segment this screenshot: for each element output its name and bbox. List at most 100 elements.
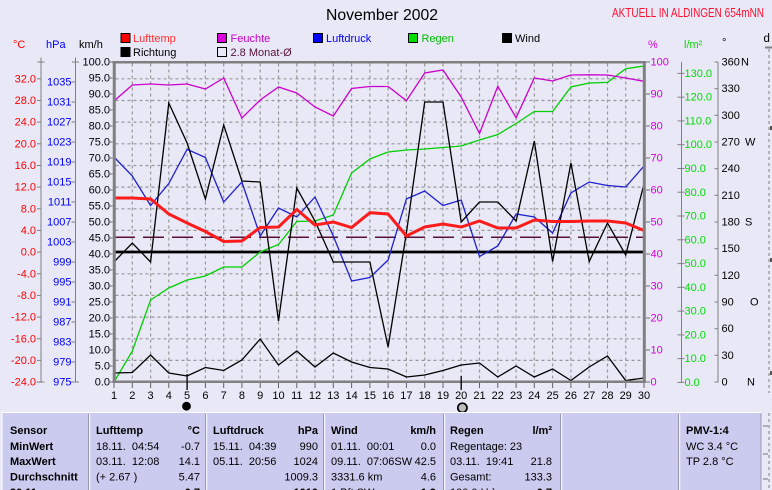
svg-text:1011: 1011 bbox=[48, 197, 72, 209]
svg-text:Durchschnitt: Durchschnitt bbox=[10, 471, 78, 483]
svg-text:30.11: 30.11 bbox=[10, 487, 37, 490]
svg-text:32.0: 32.0 bbox=[15, 73, 36, 85]
svg-text:(+ 2.67 ): (+ 2.67 ) bbox=[96, 471, 137, 483]
svg-text:Richtung: Richtung bbox=[133, 47, 176, 59]
svg-text:1003: 1003 bbox=[47, 237, 71, 249]
svg-text:-16.0: -16.0 bbox=[11, 333, 36, 345]
svg-text:50.0: 50.0 bbox=[685, 258, 706, 270]
svg-text:0.0: 0.0 bbox=[421, 441, 436, 453]
svg-text:180: 180 bbox=[722, 217, 740, 229]
svg-text:995: 995 bbox=[53, 277, 71, 289]
svg-text:Lufttemp: Lufttemp bbox=[96, 425, 143, 437]
svg-text:18: 18 bbox=[419, 390, 431, 402]
svg-text:10.0: 10.0 bbox=[89, 345, 110, 357]
svg-text:80.0: 80.0 bbox=[685, 187, 706, 199]
svg-text:2.8 Monat-Ø: 2.8 Monat-Ø bbox=[231, 47, 293, 59]
svg-text:21.8: 21.8 bbox=[531, 456, 552, 468]
svg-text:hPa: hPa bbox=[46, 39, 66, 51]
svg-text:-0.7: -0.7 bbox=[181, 487, 200, 490]
svg-text:11: 11 bbox=[291, 390, 302, 402]
svg-text:40.0: 40.0 bbox=[89, 249, 110, 261]
svg-text:Regen: Regen bbox=[450, 425, 484, 437]
svg-text:9: 9 bbox=[257, 390, 263, 402]
svg-text:Regentage: 23: Regentage: 23 bbox=[450, 441, 522, 453]
svg-text:l/m²: l/m² bbox=[684, 39, 703, 51]
svg-text:21: 21 bbox=[473, 390, 485, 402]
svg-text:360: 360 bbox=[722, 57, 740, 69]
svg-text:0.0: 0.0 bbox=[21, 247, 36, 259]
svg-text:4.0: 4.0 bbox=[21, 225, 36, 237]
svg-text:18.11. 04:54: 18.11. 04:54 bbox=[96, 441, 159, 453]
svg-text:999: 999 bbox=[53, 257, 71, 269]
svg-text:30: 30 bbox=[722, 350, 734, 362]
svg-text:75.0: 75.0 bbox=[89, 137, 110, 149]
svg-text:2: 2 bbox=[129, 390, 135, 402]
svg-text:42.5: 42.5 bbox=[415, 456, 436, 468]
svg-text:7: 7 bbox=[221, 390, 227, 402]
svg-text:20.0: 20.0 bbox=[15, 138, 36, 150]
svg-text:0.7: 0.7 bbox=[537, 487, 552, 490]
svg-text:09.11. 07:06SW: 09.11. 07:06SW bbox=[331, 456, 413, 468]
svg-text:1010: 1010 bbox=[294, 487, 318, 490]
svg-text:70.0: 70.0 bbox=[685, 211, 706, 223]
svg-text:24: 24 bbox=[528, 390, 540, 402]
svg-text:15.11. 04:39: 15.11. 04:39 bbox=[213, 441, 276, 453]
svg-text:km/h: km/h bbox=[79, 39, 103, 51]
svg-text:22: 22 bbox=[492, 390, 504, 402]
svg-text:W: W bbox=[745, 137, 756, 149]
svg-text:8: 8 bbox=[239, 390, 245, 402]
svg-text:1: 1 bbox=[111, 390, 117, 402]
svg-text:TP 2.8 °C: TP 2.8 °C bbox=[686, 456, 734, 468]
svg-text:12.0: 12.0 bbox=[15, 182, 36, 194]
svg-text:Luftdruck: Luftdruck bbox=[213, 425, 265, 437]
svg-text:30.0: 30.0 bbox=[685, 306, 706, 318]
svg-text:-8.0: -8.0 bbox=[17, 290, 36, 302]
svg-text:5: 5 bbox=[184, 390, 190, 402]
svg-text:100.0: 100.0 bbox=[685, 139, 713, 151]
svg-text:1035: 1035 bbox=[47, 77, 71, 89]
svg-text:60.0: 60.0 bbox=[685, 234, 706, 246]
svg-text:d: d bbox=[764, 33, 770, 45]
svg-text:60: 60 bbox=[651, 185, 663, 197]
svg-text:30: 30 bbox=[651, 281, 663, 293]
svg-text:120: 120 bbox=[722, 270, 740, 282]
svg-text:1019: 1019 bbox=[47, 157, 71, 169]
svg-text:50.0: 50.0 bbox=[89, 217, 110, 229]
svg-text:20.0: 20.0 bbox=[89, 313, 110, 325]
svg-text:15.0: 15.0 bbox=[89, 329, 110, 341]
svg-text:28: 28 bbox=[601, 390, 613, 402]
svg-text:N: N bbox=[741, 57, 749, 69]
svg-text:WC 3.4 °C: WC 3.4 °C bbox=[686, 441, 738, 453]
svg-text:120.0: 120.0 bbox=[685, 92, 713, 104]
svg-text:1031: 1031 bbox=[47, 97, 71, 109]
svg-text:975: 975 bbox=[53, 377, 71, 389]
svg-text:23: 23 bbox=[510, 390, 522, 402]
svg-text:40.0: 40.0 bbox=[685, 282, 706, 294]
svg-text:300: 300 bbox=[722, 110, 740, 122]
svg-text:15: 15 bbox=[364, 390, 376, 402]
svg-text:80.0: 80.0 bbox=[89, 121, 110, 133]
svg-text:27: 27 bbox=[583, 390, 595, 402]
svg-text:90: 90 bbox=[651, 89, 663, 101]
svg-text:-12.0: -12.0 bbox=[11, 312, 36, 324]
svg-text:330: 330 bbox=[722, 83, 740, 95]
svg-text:°: ° bbox=[722, 37, 726, 49]
svg-text:MinWert: MinWert bbox=[10, 441, 54, 453]
svg-text:130.0: 130.0 bbox=[685, 68, 713, 80]
svg-text:25: 25 bbox=[546, 390, 558, 402]
svg-text:1027: 1027 bbox=[47, 117, 71, 129]
svg-text:50: 50 bbox=[651, 217, 663, 229]
svg-text:16: 16 bbox=[382, 390, 394, 402]
svg-text:987: 987 bbox=[53, 317, 71, 329]
svg-text:5.47: 5.47 bbox=[179, 471, 200, 483]
svg-text:03.11. 12:08: 03.11. 12:08 bbox=[96, 456, 159, 468]
svg-text:35.0: 35.0 bbox=[89, 265, 110, 277]
svg-text:PMV-1:4: PMV-1:4 bbox=[686, 425, 730, 437]
svg-text:16.0: 16.0 bbox=[15, 160, 36, 172]
svg-text:0.0: 0.0 bbox=[95, 377, 110, 389]
svg-text:65.0: 65.0 bbox=[89, 169, 110, 181]
svg-text:80: 80 bbox=[651, 121, 663, 133]
svg-text:45.0: 45.0 bbox=[89, 233, 110, 245]
svg-text:14: 14 bbox=[345, 390, 357, 402]
svg-text:0: 0 bbox=[722, 377, 728, 389]
